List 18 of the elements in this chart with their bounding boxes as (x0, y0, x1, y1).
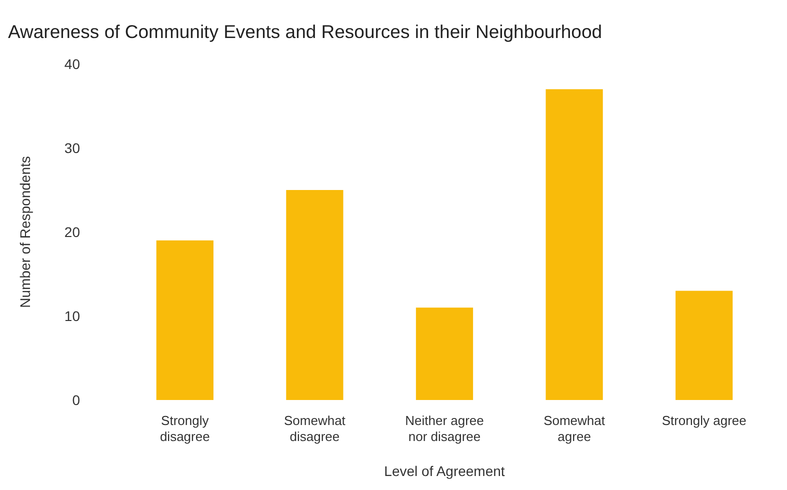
bar (156, 240, 214, 400)
y-axis-title: Number of Respondents (17, 156, 33, 308)
x-tick-label: Strongly disagree (160, 413, 210, 444)
x-tick-label: Neither agree nor disagree (405, 413, 484, 444)
x-tick-label: Somewhat agree (544, 413, 606, 444)
bar (676, 290, 733, 400)
x-tick-label: Somewhat disagree (284, 413, 346, 444)
y-tick-label: 10 (64, 308, 80, 324)
x-tick-label: Strongly agree (662, 413, 746, 428)
y-tick-label: 30 (64, 140, 80, 156)
bar (416, 308, 474, 400)
bar (546, 89, 603, 400)
bar (286, 190, 344, 400)
y-tick-label: 40 (64, 56, 80, 72)
y-tick-label: 0 (72, 392, 80, 408)
x-axis-title: Level of Agreement (384, 463, 505, 479)
chart-title: Awareness of Community Events and Resources in their Neighbourhood (8, 21, 602, 42)
y-tick-label: 20 (64, 224, 80, 240)
